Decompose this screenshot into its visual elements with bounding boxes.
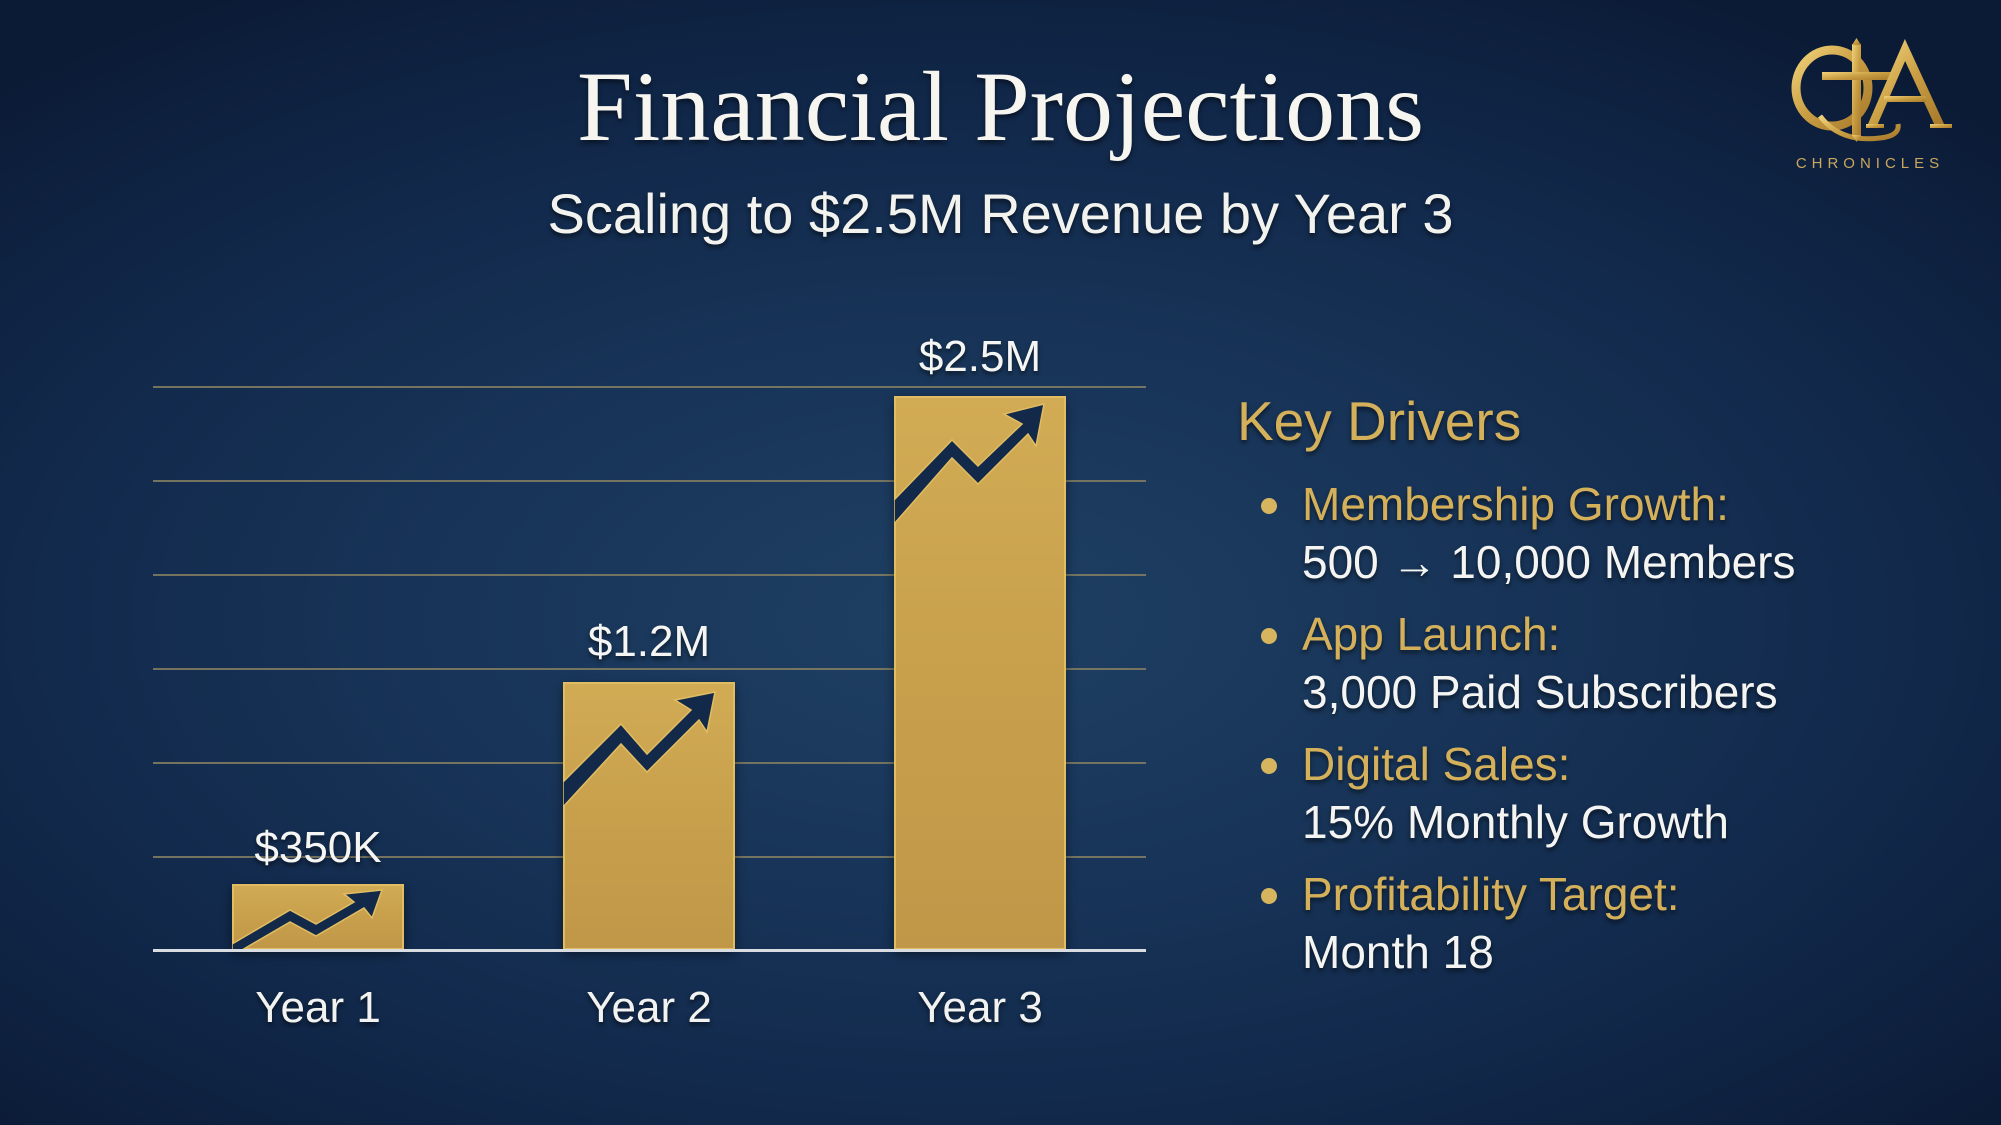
driver-value: Month 18 [1302, 926, 1494, 978]
driver-item: App Launch: 3,000 Paid Subscribers [1237, 604, 1937, 720]
bullet-icon [1261, 758, 1277, 774]
gridline [153, 480, 1146, 482]
bar-value-label: $2.5M [918, 332, 1042, 381]
driver-label: Membership Growth: [1302, 478, 1729, 530]
bullet-icon [1261, 628, 1277, 644]
trending-up-arrow-icon [232, 889, 384, 950]
qa-cross-monogram-icon [1791, 38, 1952, 142]
bar-value-label: $1.2M [587, 617, 711, 666]
driver-label: App Launch: [1302, 608, 1561, 660]
logo-subtext: CHRONICLES [1795, 155, 1945, 172]
bar-year-1 [232, 884, 404, 950]
x-axis-label: Year 3 [917, 983, 1043, 1032]
bar-year-2 [563, 682, 735, 950]
bar-year-3 [894, 396, 1066, 950]
qa-chronicles-logo: CHRONICLES [1780, 38, 1960, 178]
driver-value: 500 → 10,000 Members [1302, 536, 1796, 588]
x-axis-baseline [153, 949, 1146, 952]
key-drivers-panel: Key Drivers Membership Growth: 500 → 10,… [1237, 388, 1937, 994]
driver-item: Profitability Target: Month 18 [1237, 864, 1937, 980]
page-subtitle: Scaling to $2.5M Revenue by Year 3 [547, 182, 1454, 245]
driver-label: Digital Sales: [1302, 738, 1571, 790]
trending-up-arrow-icon [563, 691, 716, 809]
x-axis-label: Year 2 [586, 983, 712, 1032]
key-drivers-heading: Key Drivers [1237, 390, 1522, 452]
driver-value: 3,000 Paid Subscribers [1302, 666, 1778, 718]
page-title: Financial Projections [576, 51, 1425, 162]
driver-item: Membership Growth: 500 → 10,000 Members [1237, 474, 1937, 590]
trending-up-arrow-icon [894, 402, 1045, 526]
revenue-bar-chart: $350K $1.2M $2.5M Year 1 Year 2 Year 3 [153, 332, 1146, 1032]
bullet-icon [1261, 888, 1277, 904]
bullet-icon [1261, 498, 1277, 514]
driver-value: 15% Monthly Growth [1302, 796, 1729, 848]
gridline [153, 386, 1146, 388]
bar-value-label: $350K [254, 823, 382, 872]
driver-label: Profitability Target: [1302, 868, 1680, 920]
gridline [153, 668, 1146, 670]
gridline [153, 574, 1146, 576]
driver-item: Digital Sales: 15% Monthly Growth [1237, 734, 1937, 850]
x-axis-label: Year 1 [255, 983, 381, 1032]
